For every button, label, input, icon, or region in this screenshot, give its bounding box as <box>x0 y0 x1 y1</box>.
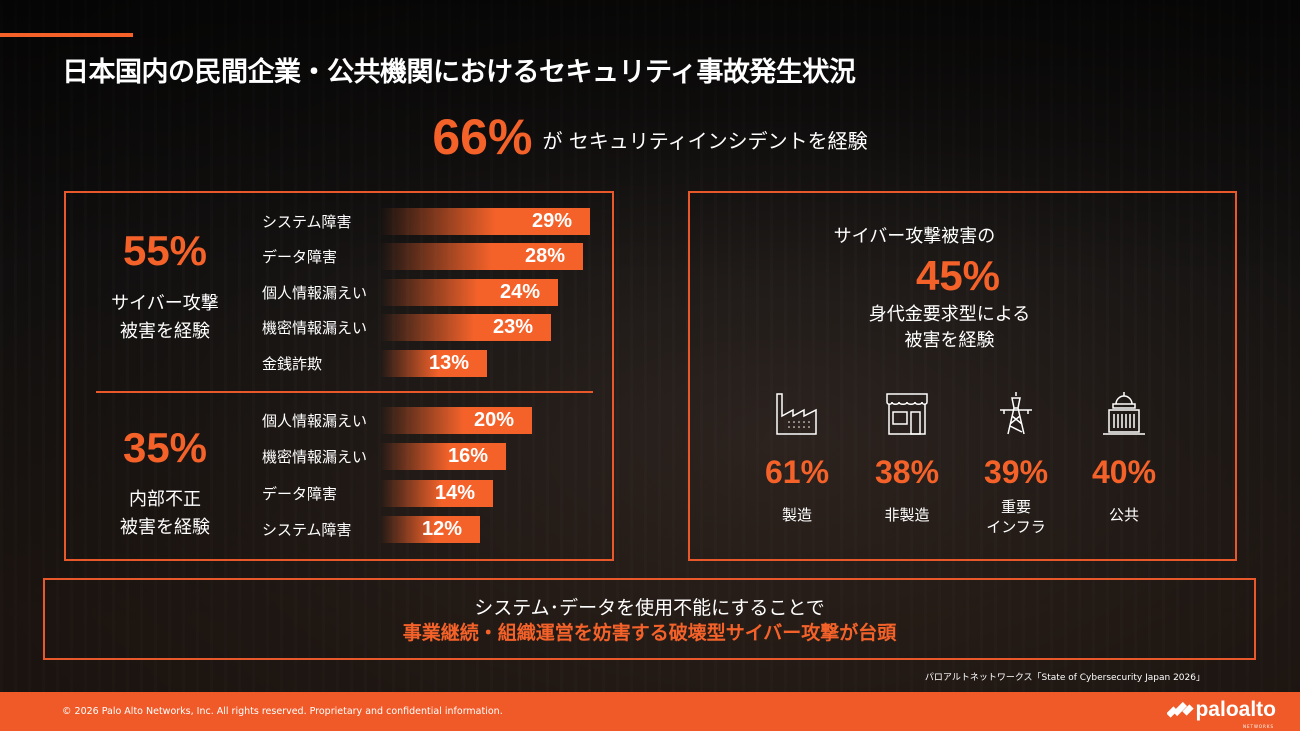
page-title: 日本国内の民間企業・公共機関におけるセキュリティ事故発生状況 <box>62 57 856 88</box>
bar-row: 機密情報漏えい 16% <box>262 443 506 471</box>
bar-row: システム障害 29% <box>262 207 590 235</box>
sector-value: 40% <box>1091 454 1157 490</box>
bar: 13% <box>380 349 487 377</box>
sector-value: 61% <box>764 454 830 490</box>
bar: 23% <box>380 314 551 341</box>
sector-stat: 61% 製造 <box>742 390 852 525</box>
conclusion-line1: システム･データを使用不能にすることで <box>474 597 825 619</box>
logo-subtext: NETWORKS <box>1242 724 1274 729</box>
sector-label-line: インフラ <box>986 518 1046 536</box>
sector-stat: 38% 非製造 <box>852 390 962 525</box>
bar-value: 14% <box>434 481 475 504</box>
bar: 14% <box>380 479 493 507</box>
sector-label-line: 製造 <box>781 506 812 524</box>
bar-value: 12% <box>421 518 462 540</box>
bar-row: 個人情報漏えい 20% <box>262 406 532 434</box>
accent-line <box>0 33 133 37</box>
label-line: 被害を経験 <box>120 321 210 342</box>
ransomware-panel <box>688 191 1237 561</box>
bar: 16% <box>380 443 506 470</box>
bar-row: 金銭詐欺 13% <box>262 349 487 377</box>
government-building-icon <box>1069 390 1179 436</box>
background-cityscape <box>0 0 1300 692</box>
sector-label-line: 公共 <box>1108 506 1139 524</box>
label-line: 内部不正 <box>129 489 201 510</box>
bar-value: 29% <box>531 209 572 232</box>
bar: 24% <box>380 278 558 306</box>
bar-label: データ障害 <box>262 248 338 266</box>
label-line: サイバー攻撃 <box>111 293 219 314</box>
desc-line: 身代金要求型による <box>868 304 1031 325</box>
logo-wordmark: paloalto <box>1195 698 1276 721</box>
bar-row: システム障害 12% <box>262 516 480 544</box>
bar-label: システム障害 <box>262 521 352 539</box>
source-note: パロアルトネットワークス「State of Cybersecurity Japa… <box>924 673 1205 683</box>
bar-value: 20% <box>473 408 514 431</box>
footer: © 2026 Palo Alto Networks, Inc. All righ… <box>0 692 1300 731</box>
bar-label: 機密情報漏えい <box>262 319 368 337</box>
sector-label: 非製造 <box>852 505 962 525</box>
bar-label: 機密情報漏えい <box>262 448 368 466</box>
conclusion-box: システム･データを使用不能にすることで事業継続・組織運営を妨害する破壊型サイバー… <box>43 578 1256 660</box>
headline-text: が セキュリティインシデントを経験 <box>542 129 868 153</box>
ransomware-intro: サイバー攻撃被害の <box>833 226 996 247</box>
bar-label: 金銭詐欺 <box>262 354 323 373</box>
factory-icon <box>742 390 852 436</box>
bar-label: 個人情報漏えい <box>262 283 368 302</box>
bar-row: データ障害 28% <box>262 243 583 271</box>
bar-label: システム障害 <box>262 212 352 231</box>
bar-value: 16% <box>447 445 488 467</box>
bar-value: 24% <box>499 280 540 303</box>
paloalto-logo: paloalto NETWORKS <box>1167 698 1276 729</box>
sector-label-line: 非製造 <box>884 506 930 524</box>
bar-label: データ障害 <box>262 484 338 503</box>
insider-value: 35% <box>122 424 208 471</box>
copyright: © 2026 Palo Alto Networks, Inc. All righ… <box>62 706 503 717</box>
divider <box>96 391 593 393</box>
bar: 12% <box>380 516 480 543</box>
bar-row: 機密情報漏えい 23% <box>262 314 551 342</box>
bar-value: 13% <box>428 351 469 374</box>
bar-label: 個人情報漏えい <box>262 411 368 430</box>
label-line: 被害を経験 <box>120 517 210 538</box>
sector-label: 重要 インフラ <box>961 497 1071 537</box>
bar-row: データ障害 14% <box>262 479 493 507</box>
insider-label: 内部不正 被害を経験 <box>90 486 240 542</box>
headline: 66% が セキュリティインシデントを経験 <box>0 108 1300 166</box>
bar-value: 23% <box>492 316 533 338</box>
ransomware-value: 45% <box>915 252 1001 299</box>
conclusion-line2: 事業継続・組織運営を妨害する破壊型サイバー攻撃が台頭 <box>402 622 897 644</box>
paloalto-logo-icon <box>1167 701 1195 718</box>
incident-breakdown-panel <box>64 191 614 561</box>
bar-row: 個人情報漏えい 24% <box>262 278 558 306</box>
bar: 28% <box>380 243 583 270</box>
cyber-attack-label: サイバー攻撃 被害を経験 <box>90 290 240 346</box>
sector-label-line: 重要 <box>1000 498 1031 516</box>
cyber-attack-value: 55% <box>122 227 208 274</box>
power-tower-icon <box>961 390 1071 436</box>
ransomware-desc: 身代金要求型による 被害を経験 <box>675 302 1224 354</box>
headline-value: 66% <box>432 109 533 165</box>
bar: 29% <box>380 207 590 235</box>
bar-value: 28% <box>524 245 565 267</box>
desc-line: 被害を経験 <box>904 330 995 351</box>
sector-value: 38% <box>874 454 940 490</box>
storefront-icon <box>852 390 962 436</box>
sector-stat: 39% 重要インフラ <box>961 390 1071 537</box>
sector-label: 公共 <box>1069 505 1179 525</box>
sector-value: 39% <box>983 454 1049 490</box>
bar: 20% <box>380 406 532 434</box>
sector-label: 製造 <box>742 505 852 525</box>
sector-stat: 40% 公共 <box>1069 390 1179 525</box>
